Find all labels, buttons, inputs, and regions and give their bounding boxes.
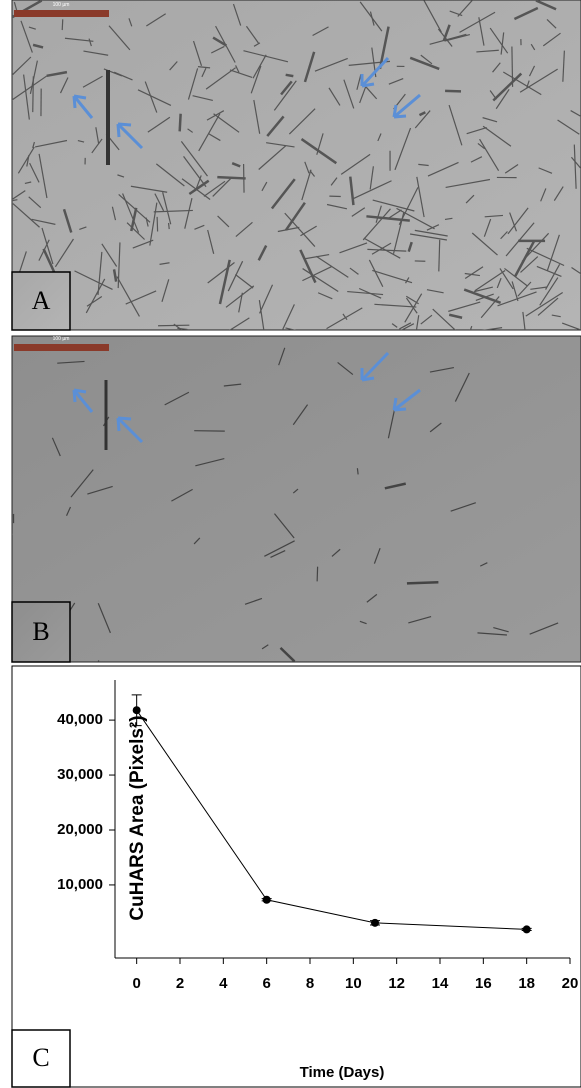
y-tick-label: 20,000: [57, 821, 103, 838]
y-tick-label: 30,000: [57, 766, 103, 783]
y-tick-label: 40,000: [57, 711, 103, 728]
fiber: [286, 75, 294, 76]
data-point: [133, 706, 141, 714]
x-tick-label: 20: [562, 975, 579, 992]
fiber: [33, 76, 34, 112]
x-tick-label: 16: [475, 975, 492, 992]
scale-bar: [14, 344, 109, 351]
panel-label: C: [32, 1043, 49, 1072]
panel-label: A: [32, 286, 51, 315]
figure: 100 µm 100 µm A B C Time (Days) CuHARS A…: [0, 0, 581, 1088]
x-tick-label: 2: [176, 975, 184, 992]
x-tick-label: 6: [262, 975, 270, 992]
fiber: [158, 325, 189, 326]
scale-bar-label: 100 µm: [53, 336, 70, 342]
page: 100 µm 100 µm A B C Time (Days) CuHARS A…: [0, 0, 581, 1088]
fiber: [62, 19, 63, 30]
fiber: [217, 177, 245, 178]
x-tick-label: 10: [345, 975, 362, 992]
scale-bar: [14, 10, 109, 17]
x-axis-title: Time (Days): [300, 1064, 385, 1081]
micrograph-b: [12, 336, 581, 662]
fiber: [512, 47, 513, 87]
fiber: [0, 534, 12, 565]
data-point: [263, 896, 271, 904]
x-tick-label: 8: [306, 975, 314, 992]
y-axis-title: CuHARS Area (Pixels²): [127, 715, 148, 920]
fiber: [357, 468, 358, 474]
scale-bar-label: 100 µm: [53, 2, 70, 8]
x-tick-label: 14: [432, 975, 449, 992]
x-tick-label: 18: [518, 975, 535, 992]
x-tick-label: 12: [388, 975, 405, 992]
x-tick-label: 0: [132, 975, 140, 992]
fiber: [445, 91, 461, 92]
data-point: [371, 919, 379, 927]
panel-label: B: [32, 617, 49, 646]
x-tick-label: 4: [219, 975, 228, 992]
fiber: [407, 582, 438, 583]
data-point: [523, 925, 531, 933]
fiber: [169, 223, 170, 229]
fiber: [180, 114, 181, 132]
y-tick-label: 10,000: [57, 876, 103, 893]
